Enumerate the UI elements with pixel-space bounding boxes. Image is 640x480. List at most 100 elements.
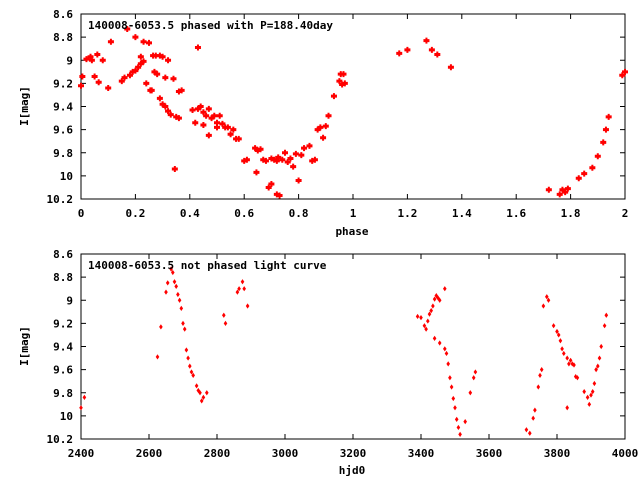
data-point: [473, 369, 478, 375]
data-point: [237, 286, 241, 292]
data-point: [198, 390, 202, 396]
data-point: [454, 416, 459, 422]
data-point: [555, 328, 559, 335]
data-point: [162, 74, 169, 81]
data-point: [91, 73, 98, 80]
data-point: [562, 189, 569, 196]
y-tick-label: 10: [60, 410, 73, 423]
x-tick-label: 1.2: [397, 207, 417, 220]
data-point: [437, 297, 442, 303]
data-point: [140, 58, 147, 65]
x-tick-label: 4000: [612, 447, 639, 460]
x-tick-label: 0.2: [125, 207, 145, 220]
data-point: [155, 354, 160, 360]
data-point: [524, 427, 529, 433]
data-point: [419, 314, 423, 321]
data-point: [179, 305, 184, 311]
x-tick-label: 3800: [544, 447, 571, 460]
data-point: [192, 119, 199, 126]
data-point: [186, 355, 190, 361]
x-tick-label: 3200: [340, 447, 367, 460]
data-point: [88, 57, 95, 64]
data-point: [170, 75, 177, 82]
data-point: [282, 149, 288, 156]
x-tick-label: 0.8: [289, 207, 309, 220]
data-point: [205, 132, 212, 139]
y-tick-label: 9.2: [53, 77, 73, 90]
data-point: [154, 71, 161, 78]
x-tick-label: 0.6: [234, 207, 254, 220]
y-tick-label: 10: [60, 170, 73, 183]
y-tick-label: 10.2: [47, 193, 74, 206]
data-point: [132, 67, 139, 74]
data-point: [581, 170, 588, 177]
data-point: [240, 279, 245, 285]
data-point: [560, 346, 564, 352]
data-point: [427, 311, 432, 317]
x-tick-label: 1: [350, 207, 357, 220]
data-point: [317, 124, 324, 131]
data-point: [585, 394, 590, 400]
data-point: [456, 424, 461, 431]
x-tick-label: 3000: [272, 447, 299, 460]
data-point: [458, 431, 462, 437]
data-point: [404, 46, 411, 53]
y-ticks: 8.6 8.8 9 9.2 9.4 9.6 9.8 10 10.2: [47, 248, 625, 446]
data-point: [431, 303, 435, 309]
data-point: [568, 357, 573, 363]
y-tick-label: 8.6: [53, 248, 73, 261]
y-tick-label: 9: [66, 54, 73, 67]
data-point: [575, 175, 582, 182]
data-point: [178, 87, 185, 94]
data-point: [227, 131, 234, 138]
data-point: [169, 266, 173, 272]
data-point: [121, 74, 128, 81]
data-point: [292, 150, 299, 157]
data-point: [589, 392, 593, 398]
data-point: [396, 50, 403, 57]
data-point: [589, 164, 596, 171]
data-point: [432, 335, 437, 342]
data-point: [199, 398, 204, 404]
x-tick-label: 1.6: [506, 207, 526, 220]
data-point: [79, 405, 83, 411]
data-point: [181, 320, 185, 326]
data-point: [235, 135, 242, 142]
data-point: [191, 372, 195, 379]
data-point: [257, 146, 264, 153]
y-tick-label: 9.2: [53, 317, 73, 330]
data-point: [194, 44, 201, 51]
y-tick-label: 9.4: [53, 101, 73, 114]
data-point: [432, 296, 437, 302]
data-point: [622, 68, 628, 75]
data-point: [235, 289, 240, 295]
data-point: [298, 152, 305, 159]
y-tick-label: 9.8: [53, 147, 73, 160]
data-point: [538, 372, 542, 379]
data-point: [219, 120, 226, 127]
data-point: [174, 283, 178, 289]
data-point: [176, 291, 180, 298]
data-point: [205, 105, 212, 112]
data-point: [562, 350, 566, 357]
data-point: [453, 405, 457, 411]
data-point: [546, 297, 551, 303]
data-point: [78, 82, 84, 89]
data-point: [279, 156, 286, 163]
data-point: [135, 64, 142, 71]
data-point: [434, 293, 439, 299]
data-point: [203, 112, 210, 119]
data-point: [426, 318, 430, 324]
unphased-light-curve-panel: 2400 2600 2800 3000 3200 3400 3600 3800 4000 8.6…: [18, 248, 638, 477]
data-point: [290, 163, 297, 170]
data-points: [79, 266, 609, 437]
data-point: [165, 108, 172, 115]
data-point: [422, 323, 427, 329]
data-point: [165, 280, 170, 286]
data-point: [564, 185, 571, 192]
data-point: [556, 191, 563, 198]
data-point: [159, 324, 163, 330]
data-point: [105, 85, 112, 91]
y-tick-label: 9.4: [53, 341, 73, 354]
